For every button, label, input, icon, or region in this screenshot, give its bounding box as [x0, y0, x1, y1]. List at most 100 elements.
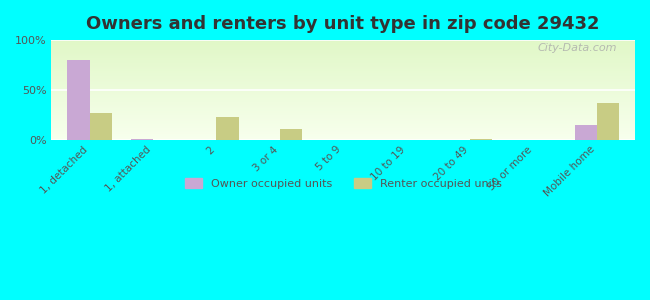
Bar — [51, 101, 635, 102]
Bar — [51, 58, 635, 59]
Bar — [51, 46, 635, 47]
Bar — [51, 43, 635, 44]
Bar — [51, 82, 635, 83]
Bar — [51, 93, 635, 94]
Bar — [470, 139, 492, 140]
Bar — [51, 137, 635, 139]
Bar — [68, 60, 90, 140]
Bar — [51, 133, 635, 134]
Bar — [51, 72, 635, 73]
Bar — [51, 87, 635, 88]
Bar — [51, 127, 635, 128]
Bar — [51, 52, 635, 53]
Bar — [51, 69, 635, 70]
Bar — [51, 132, 635, 133]
Bar — [51, 108, 635, 109]
Bar — [51, 76, 635, 77]
Bar — [51, 44, 635, 45]
Bar — [51, 74, 635, 75]
Bar — [51, 102, 635, 103]
Bar — [51, 66, 635, 67]
Bar — [51, 41, 635, 42]
Legend: Owner occupied units, Renter occupied units: Owner occupied units, Renter occupied un… — [185, 178, 501, 189]
Bar — [51, 85, 635, 86]
Bar — [51, 73, 635, 74]
Bar — [51, 42, 635, 43]
Bar — [51, 104, 635, 105]
Bar — [51, 117, 635, 118]
Bar — [51, 67, 635, 68]
Bar — [51, 113, 635, 114]
Bar — [575, 124, 597, 140]
Bar — [51, 57, 635, 58]
Bar — [51, 83, 635, 84]
Bar — [51, 110, 635, 111]
Bar — [51, 126, 635, 127]
Bar — [51, 122, 635, 123]
Bar — [90, 113, 112, 140]
Bar — [51, 55, 635, 56]
Bar — [51, 115, 635, 116]
Bar — [51, 114, 635, 115]
Bar — [51, 71, 635, 72]
Bar — [51, 50, 635, 51]
Bar — [51, 97, 635, 98]
Bar — [51, 94, 635, 95]
Bar — [51, 123, 635, 124]
Bar — [51, 64, 635, 65]
Bar — [51, 89, 635, 90]
Bar — [51, 109, 635, 110]
Bar — [51, 111, 635, 112]
Bar — [51, 59, 635, 60]
Bar — [51, 136, 635, 137]
Bar — [51, 47, 635, 48]
Bar — [51, 70, 635, 71]
Bar — [51, 112, 635, 113]
Bar — [597, 103, 619, 140]
Bar — [51, 118, 635, 120]
Text: City-Data.com: City-Data.com — [538, 43, 617, 53]
Bar — [51, 79, 635, 80]
Bar — [51, 118, 635, 119]
Bar — [51, 80, 635, 81]
Bar — [280, 129, 302, 140]
Bar — [51, 103, 635, 104]
Bar — [51, 120, 635, 121]
Bar — [51, 40, 635, 41]
Bar — [51, 88, 635, 89]
Bar — [131, 139, 153, 140]
Bar — [51, 68, 635, 69]
Bar — [51, 84, 635, 85]
Bar — [51, 54, 635, 55]
Bar — [51, 129, 635, 130]
Bar — [51, 91, 635, 92]
Title: Owners and renters by unit type in zip code 29432: Owners and renters by unit type in zip c… — [86, 15, 600, 33]
Bar — [51, 130, 635, 132]
Bar — [51, 75, 635, 76]
Bar — [51, 107, 635, 108]
Bar — [51, 86, 635, 87]
Bar — [51, 63, 635, 64]
Bar — [51, 139, 635, 140]
Bar — [51, 65, 635, 66]
Bar — [216, 117, 239, 140]
Bar — [51, 51, 635, 52]
Bar — [51, 90, 635, 91]
Bar — [51, 121, 635, 122]
Bar — [51, 45, 635, 46]
Bar — [51, 60, 635, 61]
Bar — [51, 105, 635, 106]
Bar — [51, 128, 635, 129]
Bar — [51, 134, 635, 136]
Bar — [51, 99, 635, 100]
Bar — [51, 81, 635, 82]
Bar — [51, 77, 635, 78]
Bar — [51, 92, 635, 93]
Bar — [51, 48, 635, 49]
Bar — [51, 106, 635, 107]
Bar — [51, 100, 635, 101]
Bar — [51, 78, 635, 79]
Bar — [51, 49, 635, 50]
Bar — [51, 56, 635, 57]
Bar — [51, 53, 635, 54]
